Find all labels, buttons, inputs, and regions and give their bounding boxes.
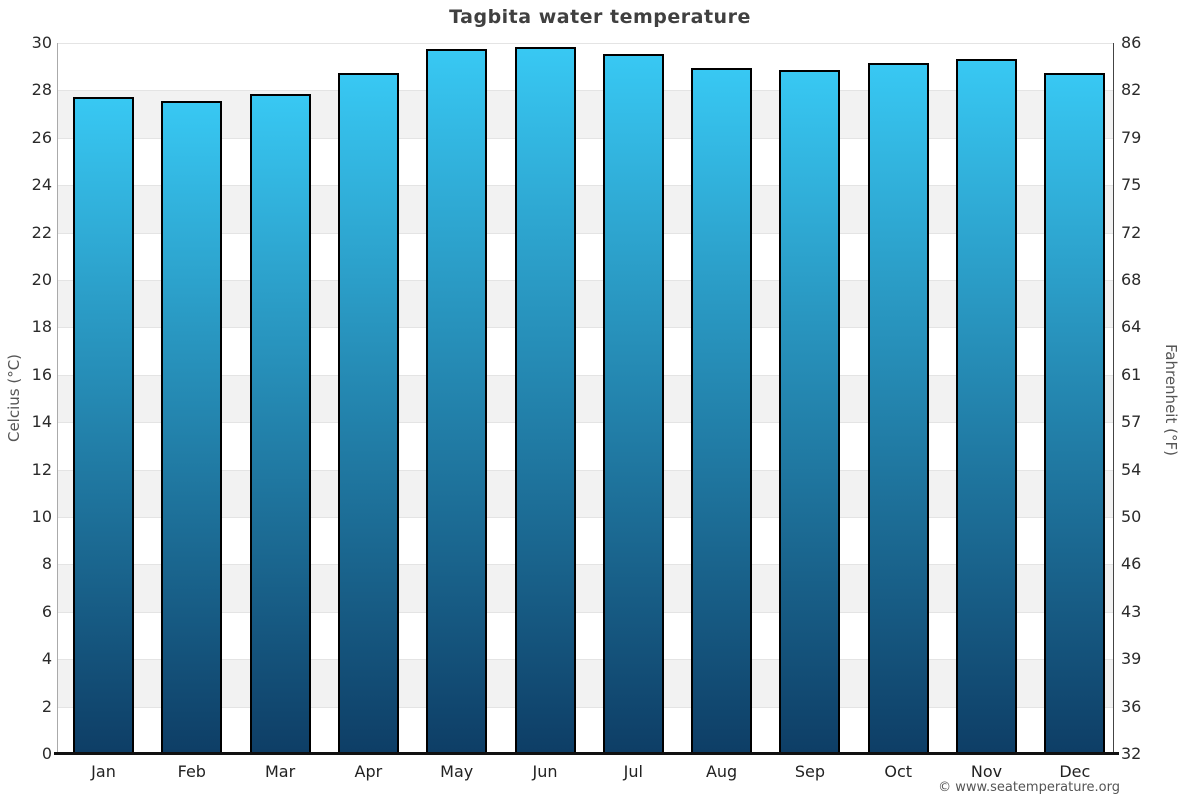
left-axis-spine [57, 43, 58, 754]
celsius-tick-20: 20 [31, 270, 52, 289]
watermark-credit: © www.seatemperature.org [938, 780, 1120, 795]
fahrenheit-tick-72: 72 [1121, 222, 1142, 242]
celsius-tick-24: 24 [31, 175, 52, 195]
fahrenheit-axis-title: Fahrenheit (°F) [1162, 344, 1180, 456]
fahrenheit-tick-86: 86 [1121, 33, 1142, 52]
celsius-tick-0: 0 [41, 744, 52, 763]
bar-may[interactable] [426, 49, 488, 754]
grid-band [58, 469, 1113, 517]
celsius-tick-18: 18 [31, 317, 52, 337]
celsius-tick-6: 6 [41, 601, 52, 621]
fahrenheit-tick-64: 64 [1121, 317, 1142, 337]
month-label-may: May [440, 762, 474, 781]
grid-band [58, 280, 1113, 328]
bar-mar[interactable] [249, 94, 311, 754]
fahrenheit-tick-50: 50 [1121, 507, 1142, 526]
celsius-tick-26: 26 [31, 127, 52, 147]
grid-band [58, 659, 1113, 707]
celsius-tick-14: 14 [31, 412, 52, 432]
fahrenheit-tick-43: 43 [1121, 601, 1142, 621]
bar-jul[interactable] [602, 53, 664, 754]
fahrenheit-tick-39: 39 [1121, 649, 1142, 669]
fahrenheit-tick-32: 32 [1121, 744, 1142, 763]
month-label-aug: Aug [705, 762, 738, 781]
bottom-axis-line [54, 752, 1119, 755]
fahrenheit-tick-36: 36 [1121, 696, 1142, 716]
fahrenheit-tick-75: 75 [1121, 175, 1142, 195]
celsius-tick-8: 8 [41, 554, 52, 574]
bar-feb[interactable] [161, 101, 223, 754]
bar-aug[interactable] [691, 68, 753, 754]
grid-band [58, 517, 1113, 565]
celsius-tick-16: 16 [31, 364, 52, 384]
fahrenheit-tick-79: 79 [1121, 127, 1142, 147]
fahrenheit-tick-68: 68 [1121, 270, 1142, 289]
fahrenheit-tick-82: 82 [1121, 80, 1142, 100]
month-label-mar: Mar [265, 762, 296, 781]
grid-band [58, 185, 1113, 233]
month-label-jul: Jul [623, 762, 643, 781]
grid-band [58, 706, 1113, 754]
grid-band [58, 90, 1113, 138]
month-label-jan: Jan [91, 762, 116, 781]
celsius-tick-28: 28 [31, 80, 52, 100]
month-label-jun: Jun [532, 762, 558, 781]
celsius-tick-22: 22 [31, 222, 52, 242]
month-label-oct: Oct [884, 762, 913, 781]
celsius-tick-30: 30 [31, 33, 52, 52]
celsius-tick-2: 2 [41, 696, 52, 716]
grid-band [58, 43, 1113, 91]
grid-band [58, 374, 1113, 423]
bar-oct[interactable] [867, 63, 929, 754]
celsius-tick-4: 4 [41, 649, 52, 669]
grid-band [58, 422, 1113, 470]
bar-apr[interactable] [337, 72, 399, 754]
grid-band [58, 327, 1113, 375]
month-label-nov: Nov [970, 762, 1003, 781]
chart-title: Tagbita water temperature [449, 6, 751, 28]
month-label-sep: Sep [794, 762, 825, 781]
celsius-tick-12: 12 [31, 459, 52, 479]
fahrenheit-tick-54: 54 [1121, 459, 1142, 479]
grid-band [58, 137, 1113, 186]
bar-jun[interactable] [514, 46, 576, 754]
month-label-dec: Dec [1059, 762, 1091, 781]
month-label-apr: Apr [354, 762, 383, 781]
month-label-feb: Feb [177, 762, 206, 781]
grid-band [58, 232, 1113, 280]
bar-nov[interactable] [956, 58, 1017, 754]
celsius-tick-10: 10 [31, 507, 52, 526]
celsius-axis-title: Celcius (°C) [5, 353, 23, 443]
fahrenheit-tick-46: 46 [1121, 554, 1142, 574]
bar-dec[interactable] [1044, 72, 1106, 754]
bar-sep[interactable] [779, 70, 841, 754]
grid-band [58, 611, 1113, 660]
fahrenheit-tick-57: 57 [1121, 412, 1142, 432]
grid-band [58, 564, 1113, 612]
right-axis-spine [1113, 43, 1114, 754]
fahrenheit-tick-61: 61 [1121, 364, 1142, 384]
bar-jan[interactable] [73, 96, 134, 754]
plot-area [58, 43, 1113, 754]
